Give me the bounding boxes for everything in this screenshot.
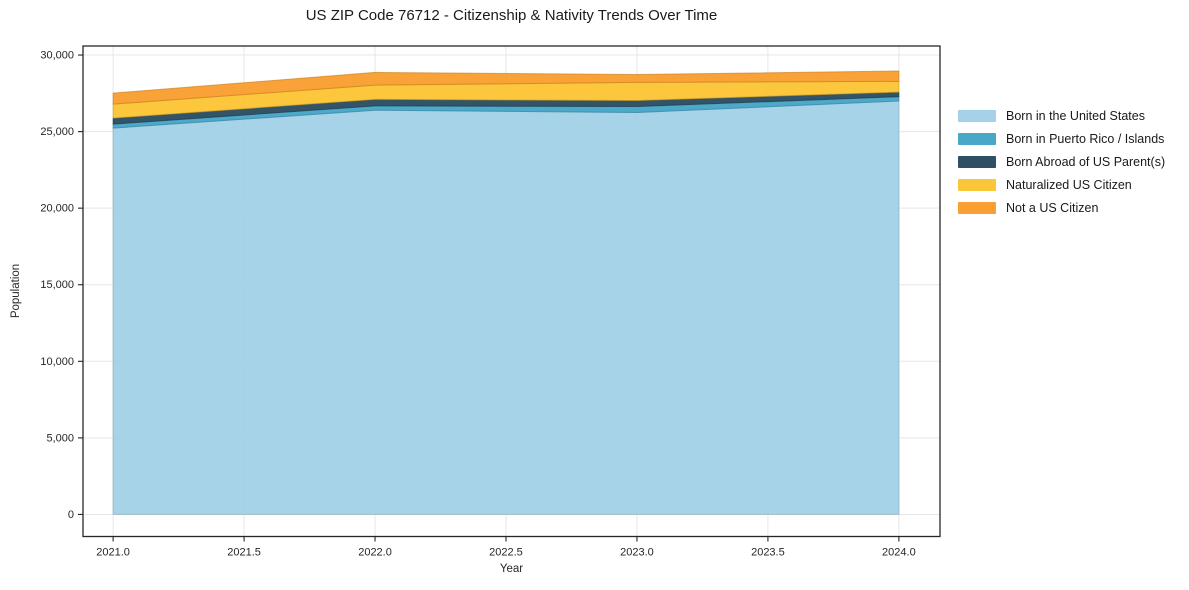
y-tick-label: 10,000 <box>40 356 74 368</box>
legend-label: Naturalized US Citizen <box>1006 177 1132 192</box>
legend-label: Not a US Citizen <box>1006 200 1099 215</box>
y-tick-label: 15,000 <box>40 279 74 291</box>
axis-ticks: 2021.0 2021.5 2022.0 2022.5 2023.0 2023.5 2024… <box>40 50 915 559</box>
chart-title: US ZIP Code 76712 - Citizenship & Nativi… <box>305 7 718 24</box>
legend-item-4: Not a US Citizen <box>958 196 1165 219</box>
legend-swatch <box>958 178 996 191</box>
legend-label: Born Abroad of US Parent(s) <box>1006 154 1166 169</box>
y-tick-label: 25,000 <box>40 126 74 138</box>
x-tick-label: 2023.5 <box>751 547 785 559</box>
legend-item-1: Born in Puerto Rico / Islands <box>958 127 1165 150</box>
x-tick-label: 2022.0 <box>358 547 392 559</box>
legend-item-3: Naturalized US Citizen <box>958 173 1165 196</box>
x-tick-label: 2024.0 <box>882 547 916 559</box>
y-tick-label: 30,000 <box>40 50 74 62</box>
x-tick-label: 2022.5 <box>489 547 523 559</box>
area-series-0 <box>112 100 900 515</box>
legend-item-0: Born in the United States <box>958 104 1165 127</box>
legend-swatch <box>958 109 996 122</box>
y-tick-label: 0 <box>68 509 74 521</box>
legend-swatch <box>958 201 996 214</box>
legend-swatch <box>958 155 996 168</box>
x-axis-label: Year <box>499 563 524 575</box>
x-tick-label: 2021.5 <box>227 547 261 559</box>
y-tick-label: 20,000 <box>40 203 74 215</box>
area-series-4 <box>112 70 900 105</box>
x-tick-label: 2021.0 <box>96 547 130 559</box>
legend: Born in the United States Born in Puerto … <box>958 104 1165 219</box>
y-tick-label: 5,000 <box>46 432 74 444</box>
plot-border <box>82 45 941 538</box>
legend-swatch <box>958 132 996 145</box>
area-series-group <box>112 70 900 515</box>
legend-item-2: Born Abroad of US Parent(s) <box>958 150 1165 173</box>
x-tick-label: 2023.0 <box>620 547 654 559</box>
legend-label: Born in Puerto Rico / Islands <box>1006 131 1165 146</box>
legend-label: Born in the United States <box>1006 108 1145 123</box>
